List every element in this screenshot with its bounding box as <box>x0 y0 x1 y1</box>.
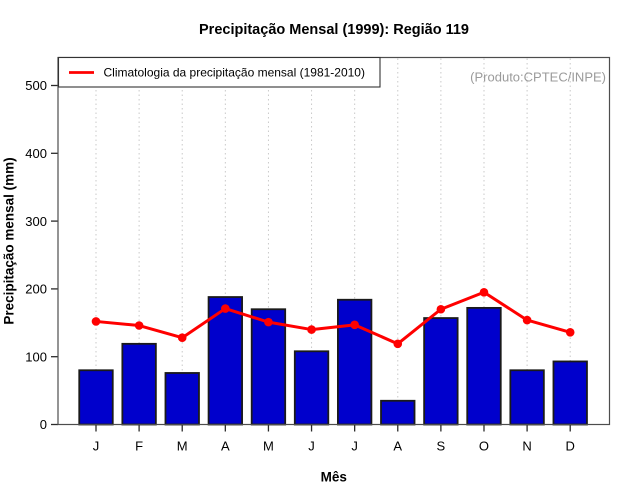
climatology-point-8 <box>393 339 403 349</box>
climatology-point-4 <box>221 304 230 313</box>
bar-n-11 <box>509 369 545 426</box>
x-tick-label-11: N <box>522 439 531 454</box>
climatology-point-3 <box>177 333 187 343</box>
bar-j-1 <box>78 369 114 426</box>
product-annotation: (Produto:CPTEC/INPE) <box>470 70 606 85</box>
x-tick-label-4: A <box>221 439 230 454</box>
bar-j-6 <box>293 350 330 426</box>
y-tick-label: 500 <box>25 78 47 93</box>
climatology-point-10 <box>479 287 489 297</box>
x-tick-label-1: J <box>93 439 100 454</box>
bar-m-3 <box>164 372 200 426</box>
legend-box <box>57 56 381 88</box>
y-tick-label: 0 <box>40 417 47 432</box>
climatology-point-2 <box>134 321 144 330</box>
climatology-point-9 <box>436 304 446 314</box>
bar-s-9 <box>423 317 459 426</box>
bar-a-4 <box>207 296 243 426</box>
climatology-point-1 <box>91 317 101 326</box>
x-tick-label-6: J <box>308 439 315 454</box>
x-tick-label-9: S <box>437 439 446 454</box>
x-tick-label-5: M <box>263 439 274 454</box>
x-tick-label-7: J <box>351 439 358 454</box>
climatology-point-11 <box>522 315 532 325</box>
y-axis-label: Precipitação mensal (mm) <box>2 157 17 324</box>
legend: Climatologia da precipitação mensal (198… <box>57 56 381 88</box>
climatology-point-7 <box>350 320 359 330</box>
x-axis-label: Mês <box>321 470 347 485</box>
x-tick-label-10: O <box>479 439 489 454</box>
x-tick-label-3: M <box>177 439 188 454</box>
bar-j-7 <box>337 298 373 426</box>
bar-m-5 <box>250 308 287 426</box>
climatology-point-6 <box>307 325 316 334</box>
bar-d-12 <box>552 360 588 426</box>
y-tick-label: 300 <box>25 214 47 229</box>
y-tick-label: 400 <box>25 146 47 161</box>
y-tick-label: 200 <box>25 282 47 297</box>
bar-a-8 <box>380 399 416 426</box>
bar-o-10 <box>466 306 502 426</box>
climatology-point-5 <box>264 317 273 327</box>
bars-layer <box>78 296 588 426</box>
axes-layer: 0 100 200 300 400 500 J F M A M J J A S O N D <box>25 78 575 453</box>
x-tick-label-12: D <box>566 439 575 454</box>
x-tick-label-2: F <box>135 439 143 454</box>
climatology-layer <box>91 287 575 349</box>
x-tick-label-8: A <box>393 439 402 454</box>
climatology-point-12 <box>565 327 575 337</box>
legend-label: Climatologia da precipitação mensal (198… <box>104 66 365 80</box>
y-tick-label: 100 <box>25 349 47 364</box>
chart-title: Precipitação Mensal (1999): Região 119 <box>199 22 469 38</box>
climatology-line <box>94 290 572 346</box>
bar-f-2 <box>121 342 157 426</box>
